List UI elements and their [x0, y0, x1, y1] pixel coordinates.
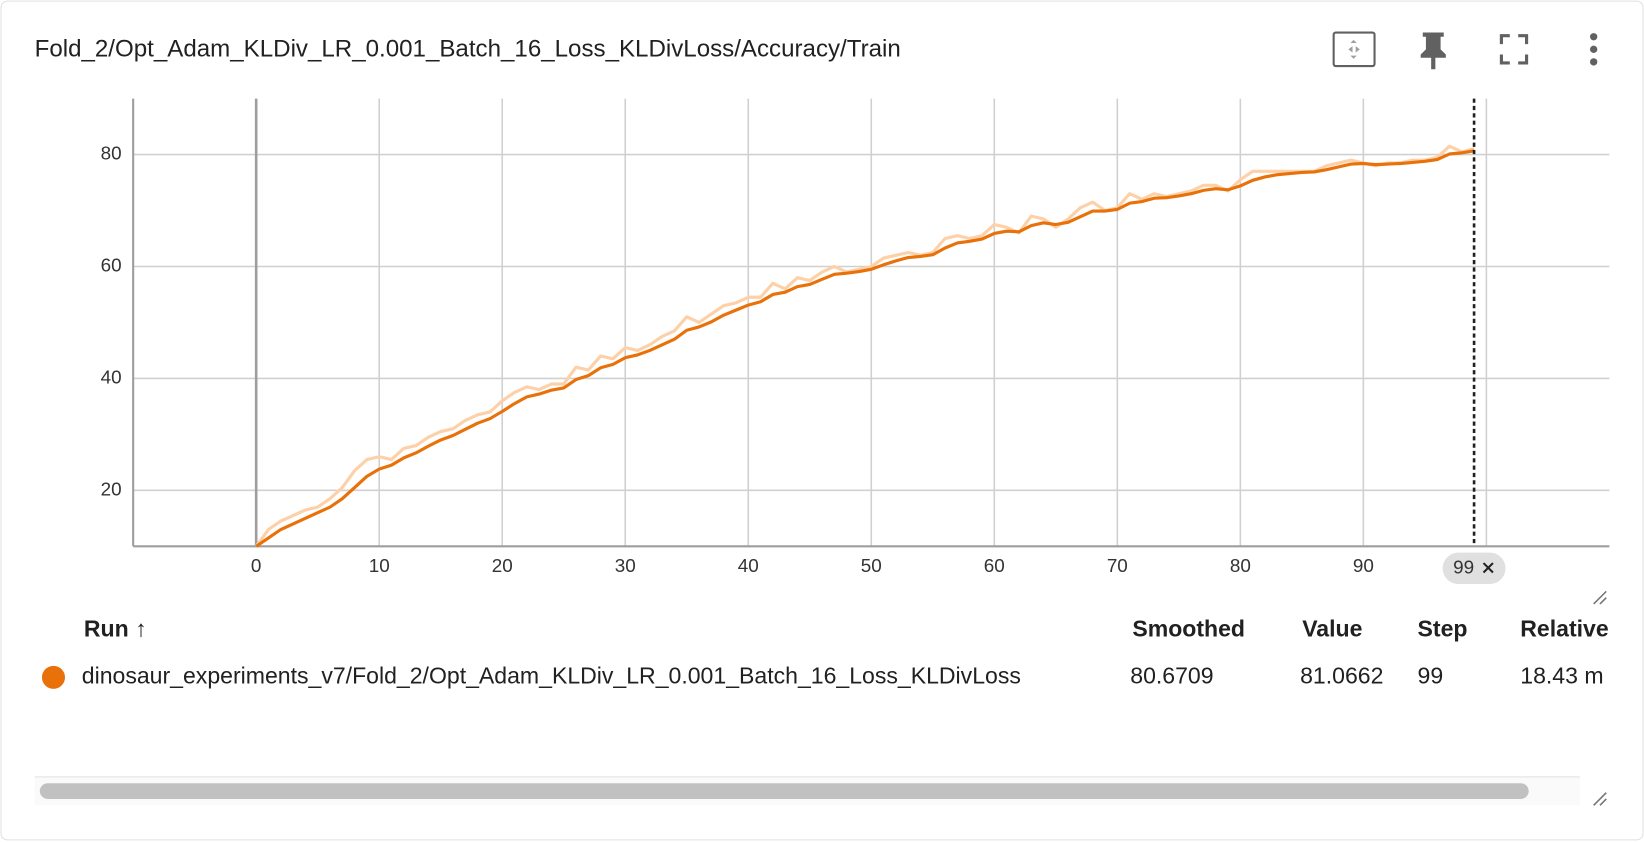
resize-handle[interactable] — [1593, 792, 1607, 806]
card-title: Fold_2/Opt_Adam_KLDiv_LR_0.001_Batch_16_… — [35, 36, 901, 63]
x-tick-label: 30 — [615, 555, 636, 576]
run-table: Run ↑ Smoothed Value Step Relative dinosaur_e… — [41, 615, 1609, 689]
x-tick-label: 0 — [251, 555, 261, 576]
y-tick-label: 60 — [101, 254, 122, 275]
fit-domain-button[interactable] — [1332, 31, 1376, 68]
table-header: Run ↑ — [84, 615, 147, 641]
x-tick-label: 70 — [1107, 555, 1128, 576]
table-header: Step — [1418, 615, 1468, 641]
pin-button[interactable] — [1420, 32, 1446, 70]
plot-area: 20406080010203040506070809010099 — [101, 98, 1610, 585]
series-line — [255, 149, 1475, 548]
x-tick-label: 10 — [369, 555, 390, 576]
x-tick-label: 80 — [1230, 555, 1251, 576]
table-cell: 80.6709 — [1130, 662, 1213, 688]
scrollbar-thumb[interactable] — [39, 783, 1529, 799]
x-tick-label: 90 — [1353, 555, 1374, 576]
y-tick-label: 80 — [101, 143, 122, 164]
x-tick-label: 50 — [861, 555, 882, 576]
table-header: Value — [1302, 615, 1362, 641]
more-menu-button[interactable] — [1590, 33, 1598, 66]
table-cell: 81.0662 — [1300, 662, 1383, 688]
resize-handle[interactable] — [1593, 590, 1607, 605]
step-badge-close — [1482, 562, 1494, 574]
table-header: Relative — [1520, 615, 1609, 641]
table-cell: 99 — [1418, 662, 1444, 688]
x-tick-label: 40 — [738, 555, 759, 576]
table-cell: 18.43 m — [1520, 662, 1603, 688]
table-header: Smoothed — [1132, 615, 1245, 641]
table-cell: dinosaur_experiments_v7/Fold_2/Opt_Adam_… — [82, 662, 1021, 688]
y-tick-label: 40 — [101, 366, 122, 387]
y-tick-label: 20 — [101, 478, 122, 499]
step-badge — [1442, 552, 1506, 585]
step-badge-label: 99 — [1453, 556, 1474, 577]
x-tick-label: 20 — [492, 555, 513, 576]
fullscreen-button[interactable] — [1499, 34, 1529, 65]
series-line — [254, 144, 1475, 548]
run-color — [41, 665, 66, 689]
x-tick-label: 60 — [984, 555, 1005, 576]
